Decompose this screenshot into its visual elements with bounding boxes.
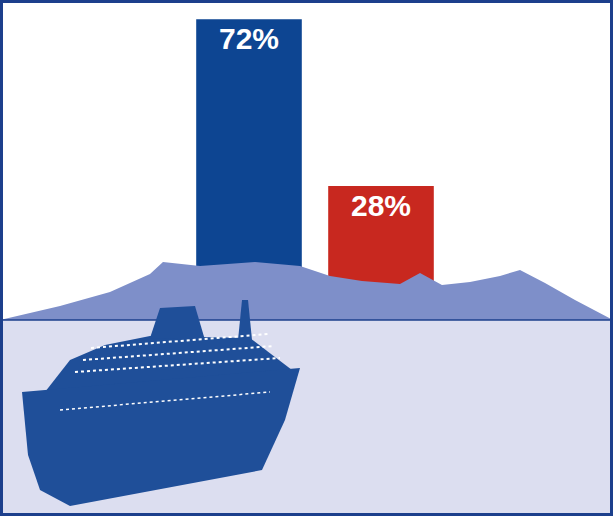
svg-text:28%: 28% [351,189,411,222]
svg-text:72%: 72% [219,22,279,55]
